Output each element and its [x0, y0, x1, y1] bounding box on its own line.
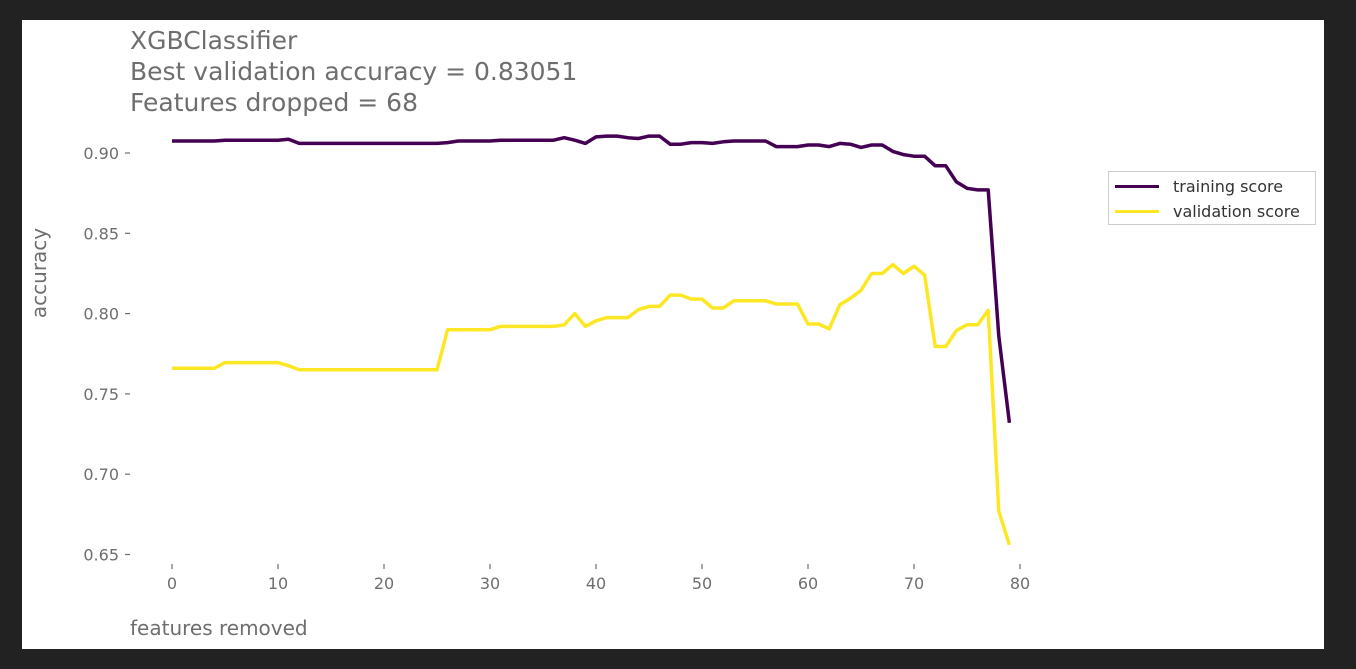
x-tick-label: 10: [268, 574, 288, 593]
legend-swatch-validation: [1115, 209, 1159, 213]
line-chart: 0.65 0.70 0.75 0.80 0.85 0.90 0 10 20 30 40 50 60 70…: [27, 134, 1030, 640]
legend-swatch-training: [1115, 184, 1159, 188]
legend-label-training: training score: [1173, 176, 1284, 196]
x-tick-label: 50: [692, 574, 712, 593]
legend-item-validation: validation score: [1115, 201, 1300, 221]
y-tick-label: 0.85: [83, 224, 119, 243]
legend-item-training: training score: [1115, 176, 1283, 196]
chart-panel: XGBClassifier Best validation accuracy =…: [22, 20, 1324, 649]
y-tick-label: 0.80: [83, 305, 119, 324]
x-tick-label: 80: [1010, 574, 1030, 593]
x-tick-label: 20: [374, 574, 394, 593]
y-tick-label: 0.90: [83, 144, 119, 163]
x-tick-label: 0: [167, 574, 177, 593]
x-tick-label: 60: [798, 574, 818, 593]
y-tick-label: 0.70: [83, 465, 119, 484]
x-axis: 0 10 20 30 40 50 60 70 80: [167, 564, 1030, 593]
x-tick-label: 30: [480, 574, 500, 593]
legend-label-validation: validation score: [1173, 201, 1300, 221]
validation-score-line: [172, 262, 1012, 546]
x-axis-label: features removed: [130, 616, 308, 640]
chart-title-line-1: XGBClassifier: [130, 26, 298, 55]
plot-area: [172, 134, 1012, 546]
y-axis-label: accuracy: [27, 228, 51, 318]
legend: training score validation score: [1108, 171, 1316, 225]
chart-title-line-2: Best validation accuracy = 0.83051: [130, 57, 578, 86]
y-tick-label: 0.65: [83, 546, 119, 565]
x-tick-label: 70: [904, 574, 924, 593]
chart-title-line-3: Features dropped = 68: [130, 88, 418, 117]
y-axis: 0.65 0.70 0.75 0.80 0.85 0.90: [83, 144, 130, 565]
x-tick-label: 40: [586, 574, 606, 593]
y-tick-label: 0.75: [83, 385, 119, 404]
training-score-line: [172, 134, 1012, 424]
